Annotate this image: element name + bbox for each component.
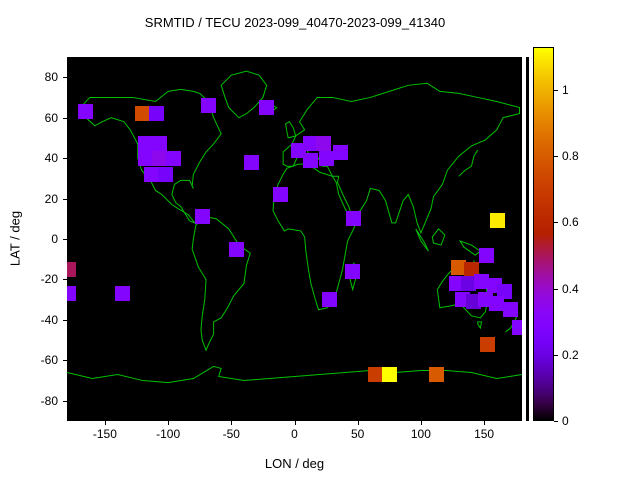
y-tick-label: 0 (51, 232, 58, 246)
y-tick-label: -20 (40, 272, 58, 287)
heatmap-cell (137, 136, 153, 152)
x-tick-mark (231, 421, 233, 425)
heatmap-cell (273, 187, 289, 202)
colorbar (533, 47, 554, 421)
colorbar-tick-label: 0.2 (562, 347, 579, 362)
heatmap-cell (496, 284, 512, 300)
colorbar-tick-mark (554, 156, 558, 158)
heatmap-cell (466, 294, 482, 310)
x-tick-label: 150 (474, 427, 495, 441)
heatmap-cell (290, 142, 306, 158)
y-tick-label: 40 (44, 151, 58, 166)
x-tick-mark (484, 421, 486, 425)
heatmap-cell (67, 261, 76, 277)
colorbar-tick-mark (554, 222, 558, 224)
heatmap-cell (259, 100, 275, 116)
y-tick-mark (63, 279, 67, 281)
x-axis-label: LON / deg (264, 456, 325, 471)
x-tick-mark (294, 421, 296, 425)
heatmap-cell (477, 292, 493, 308)
colorbar-tick-mark (554, 421, 558, 422)
colorbar-tick-label: 0 (562, 414, 569, 428)
chart-title: SRMTID / TECU 2023-099_40470-2023-099_41… (144, 15, 446, 30)
heatmap-cell (463, 261, 479, 277)
heatmap-cell (489, 296, 505, 312)
heatmap-cell (367, 366, 383, 382)
heatmap-cell (78, 104, 94, 120)
y-tick-label: -40 (40, 312, 58, 327)
y-tick-label: 20 (44, 191, 58, 206)
heatmap-cell (303, 152, 319, 168)
heatmap-cell (455, 292, 471, 308)
x-tick-label: 100 (410, 427, 431, 441)
heatmap-cell (201, 98, 217, 114)
heatmap-cell (346, 211, 362, 227)
heatmap-cell (137, 150, 153, 166)
colorbar-tick-mark (554, 354, 558, 356)
map-plot-area (67, 57, 522, 421)
x-tick-label: 0 (291, 427, 298, 441)
x-tick-label: -150 (92, 427, 117, 441)
heatmap-cell (165, 150, 181, 166)
y-tick-label: -60 (40, 353, 58, 368)
heatmap-cell (332, 144, 348, 160)
x-tick-label: -100 (156, 427, 181, 441)
heatmap-cell (194, 209, 210, 225)
heatmap-cell (244, 154, 260, 170)
heatmap-cell (480, 336, 496, 352)
y-tick-mark (63, 158, 67, 160)
heatmap-cell (345, 263, 361, 279)
y-tick-mark (63, 239, 67, 240)
heatmap-cell (67, 286, 76, 302)
colorbar-tick-mark (554, 288, 558, 290)
heatmap-cell (151, 136, 167, 152)
colorbar-tick-label: 0.6 (562, 215, 579, 230)
y-tick-mark (63, 400, 67, 402)
y-tick-label: 80 (44, 70, 58, 85)
heatmap-cell (428, 366, 444, 382)
colorbar-tick-label: 0.4 (562, 281, 579, 296)
heatmap-cell (448, 275, 464, 291)
heatmap-cell (503, 302, 519, 318)
x-tick-mark (357, 421, 359, 425)
y2-axis-line (526, 57, 529, 421)
heatmap-cell (322, 292, 338, 308)
heatmap-cell (461, 275, 477, 291)
heatmap-cell (158, 166, 174, 182)
heatmap-cell (135, 106, 151, 122)
x-tick-mark (104, 421, 106, 425)
y-tick-label: 60 (44, 110, 58, 125)
heatmap-cell (303, 136, 319, 152)
y-tick-mark (63, 319, 67, 321)
colorbar-tick-label: 1 (562, 83, 569, 98)
y-tick-label: -80 (40, 393, 58, 408)
colorbar-tick-label: 0.8 (562, 149, 579, 164)
heatmap-cell (381, 366, 397, 382)
y-tick-mark (63, 198, 67, 200)
heatmap-cell (149, 106, 165, 122)
heatmap-cell (511, 320, 522, 336)
heatmap-cell (316, 136, 332, 152)
heatmap-cell (115, 286, 131, 302)
y-axis-label: LAT / deg (7, 210, 23, 267)
y-tick-mark (63, 117, 67, 119)
heatmap-cell (144, 166, 160, 182)
colorbar-tick-mark (554, 90, 558, 92)
heatmap-cell (318, 150, 334, 166)
heatmap-cell (479, 247, 495, 263)
heatmap-cell (474, 273, 490, 289)
heatmap-cell (228, 241, 244, 257)
x-tick-mark (168, 421, 170, 425)
x-tick-label: 50 (351, 427, 365, 441)
heatmap-cell (451, 259, 467, 275)
x-tick-label: -50 (222, 427, 240, 441)
y-tick-mark (63, 77, 67, 79)
heatmap-cell (490, 213, 506, 229)
x-tick-mark (420, 421, 422, 425)
y-tick-mark (63, 360, 67, 362)
heatmap-cell (151, 150, 167, 166)
